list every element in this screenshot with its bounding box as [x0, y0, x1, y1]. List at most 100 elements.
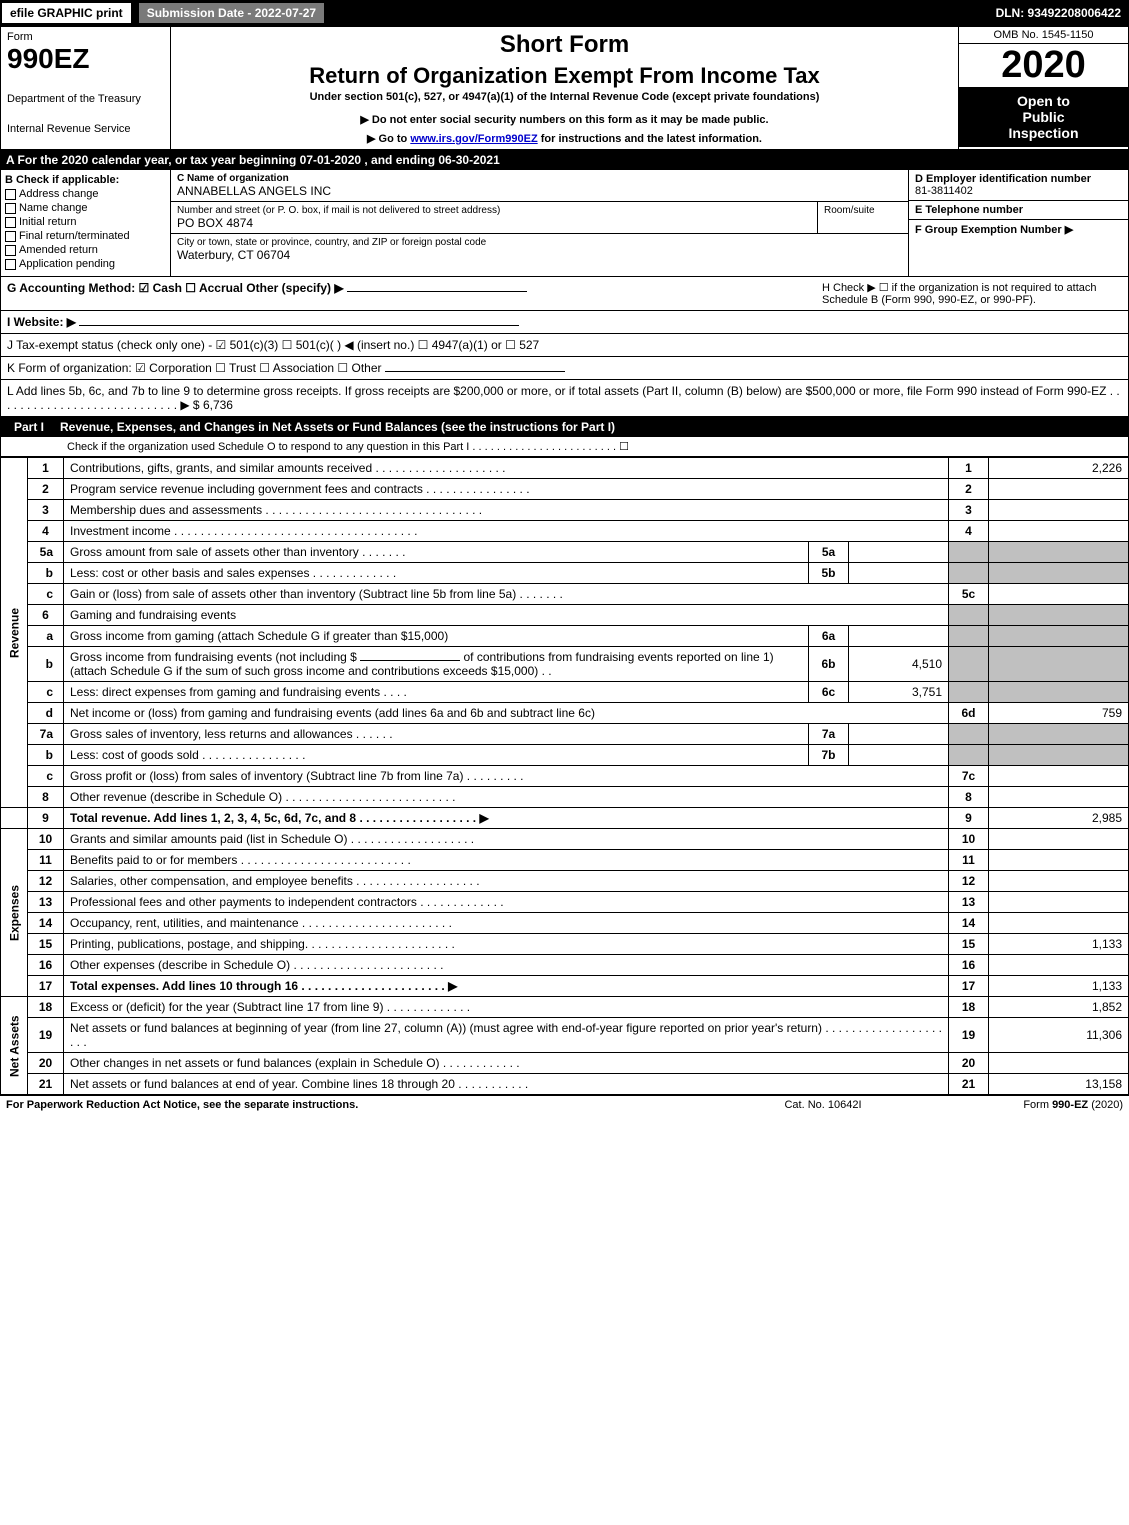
group-exemption-cell: F Group Exemption Number ▶ — [909, 220, 1128, 276]
chk-amended-return[interactable]: Amended return — [5, 244, 166, 256]
open-line1: Open to — [965, 93, 1122, 109]
line-16: 16Other expenses (describe in Schedule O… — [1, 955, 1129, 976]
room-suite-cell: Room/suite — [818, 202, 908, 233]
line-7c: c Gross profit or (loss) from sales of i… — [1, 766, 1129, 787]
org-name-cell: C Name of organization ANNABELLAS ANGELS… — [171, 170, 908, 202]
part1-header: Part I Revenue, Expenses, and Changes in… — [0, 417, 1129, 437]
paperwork-notice: For Paperwork Reduction Act Notice, see … — [6, 1099, 723, 1111]
accounting-method: G Accounting Method: ☑ Cash ☐ Accrual Ot… — [7, 281, 822, 306]
line-6c: c Less: direct expenses from gaming and … — [1, 682, 1129, 703]
g-label: G Accounting Method: ☑ Cash ☐ Accrual Ot… — [7, 281, 344, 295]
form-number: 990EZ — [7, 43, 164, 75]
l1-desc: Contributions, gifts, grants, and simila… — [64, 458, 949, 479]
short-form-title: Short Form — [175, 31, 954, 59]
line-11: 11Benefits paid to or for members . . . … — [1, 850, 1129, 871]
line-5c: c Gain or (loss) from sale of assets oth… — [1, 584, 1129, 605]
tax-period-bar: A For the 2020 calendar year, or tax yea… — [0, 150, 1129, 170]
l1-ref: 1 — [949, 458, 989, 479]
line-6a: a Gross income from gaming (attach Sched… — [1, 626, 1129, 647]
line-2: 2 Program service revenue including gove… — [1, 479, 1129, 500]
line-6b: b Gross income from fundraising events (… — [1, 647, 1129, 682]
org-addr-cell: Number and street (or P. O. box, if mail… — [171, 202, 818, 233]
ein-cell: D Employer identification number 81-3811… — [909, 170, 1128, 201]
chk-application-pending[interactable]: Application pending — [5, 258, 166, 270]
footer: For Paperwork Reduction Act Notice, see … — [0, 1095, 1129, 1114]
ein-label: D Employer identification number — [915, 173, 1122, 185]
netassets-side-label: Net Assets — [1, 997, 28, 1095]
row-l-text: L Add lines 5b, 6c, and 7b to line 9 to … — [7, 384, 1120, 412]
goto-note: ▶ Go to www.irs.gov/Form990EZ for instru… — [175, 132, 954, 145]
form-header-left: Form 990EZ Department of the Treasury In… — [1, 27, 171, 149]
check-o-text: Check if the organization used Schedule … — [7, 440, 629, 453]
omb-number: OMB No. 1545-1150 — [959, 27, 1128, 44]
chk-final-return[interactable]: Final return/terminated — [5, 230, 166, 242]
line-9: 9 Total revenue. Add lines 1, 2, 3, 4, 5… — [1, 808, 1129, 829]
goto-suffix: for instructions and the latest informat… — [538, 133, 762, 145]
line-18: Net Assets 18Excess or (deficit) for the… — [1, 997, 1129, 1018]
form-ref-suffix: (2020) — [1088, 1099, 1123, 1111]
tax-exempt-status: J Tax-exempt status (check only one) - ☑… — [7, 338, 539, 352]
goto-link[interactable]: www.irs.gov/Form990EZ — [410, 133, 537, 145]
line-7b: b Less: cost of goods sold . . . . . . .… — [1, 745, 1129, 766]
open-line2: Public — [965, 109, 1122, 125]
form-header-right: OMB No. 1545-1150 2020 Open to Public In… — [958, 27, 1128, 149]
return-title: Return of Organization Exempt From Incom… — [175, 63, 954, 89]
box-c: C Name of organization ANNABELLAS ANGELS… — [171, 170, 908, 276]
line-6: 6 Gaming and fundraising events — [1, 605, 1129, 626]
line-15: 15Printing, publications, postage, and s… — [1, 934, 1129, 955]
box-b: B Check if applicable: Address change Na… — [1, 170, 171, 276]
tax-year: 2020 — [959, 44, 1128, 87]
phone-label: E Telephone number — [915, 204, 1122, 216]
dln-label: DLN: 93492208006422 — [988, 3, 1129, 23]
line-7a: 7a Gross sales of inventory, less return… — [1, 724, 1129, 745]
cat-no: Cat. No. 10642I — [723, 1099, 923, 1111]
top-bar: efile GRAPHIC print Submission Date - 20… — [0, 0, 1129, 26]
line-6d: d Net income or (loss) from gaming and f… — [1, 703, 1129, 724]
part1-table: Revenue 1 Contributions, gifts, grants, … — [0, 457, 1129, 1095]
website-label: I Website: ▶ — [7, 315, 76, 329]
submission-date: Submission Date - 2022-07-27 — [137, 1, 326, 25]
form-ref-bold: 990-EZ — [1052, 1099, 1088, 1111]
chk-address-change[interactable]: Address change — [5, 188, 166, 200]
form-header-center: Short Form Return of Organization Exempt… — [171, 27, 958, 149]
l1-val: 2,226 — [989, 458, 1129, 479]
part1-label: Part I — [6, 420, 52, 434]
dept-treasury: Department of the Treasury — [7, 93, 164, 105]
revenue-side-label: Revenue — [1, 458, 28, 808]
org-city: Waterbury, CT 06704 — [177, 248, 902, 262]
row-l: L Add lines 5b, 6c, and 7b to line 9 to … — [0, 380, 1129, 417]
line-19: 19Net assets or fund balances at beginni… — [1, 1018, 1129, 1053]
chk-initial-return[interactable]: Initial return — [5, 216, 166, 228]
chk-name-change[interactable]: Name change — [5, 202, 166, 214]
line-5b: b Less: cost or other basis and sales ex… — [1, 563, 1129, 584]
org-name-label: C Name of organization — [177, 173, 902, 184]
line-21: 21Net assets or fund balances at end of … — [1, 1074, 1129, 1095]
goto-prefix: ▶ Go to — [367, 133, 410, 145]
line-4: 4 Investment income . . . . . . . . . . … — [1, 521, 1129, 542]
dept-irs: Internal Revenue Service — [7, 123, 164, 135]
row-g-h: G Accounting Method: ☑ Cash ☐ Accrual Ot… — [0, 277, 1129, 311]
org-addr-row: Number and street (or P. O. box, if mail… — [171, 202, 908, 234]
l6b-desc1: Gross income from fundraising events (no… — [70, 650, 357, 664]
form-ref-prefix: Form — [1023, 1099, 1052, 1111]
h-check: H Check ▶ ☐ if the organization is not r… — [822, 281, 1122, 306]
l17-desc: Total expenses. Add lines 10 through 16 … — [70, 979, 457, 993]
box-b-title: B Check if applicable: — [5, 174, 166, 186]
form-header: Form 990EZ Department of the Treasury In… — [0, 26, 1129, 150]
line-17: 17Total expenses. Add lines 10 through 1… — [1, 976, 1129, 997]
line-5a: 5a Gross amount from sale of assets othe… — [1, 542, 1129, 563]
line-20: 20Other changes in net assets or fund ba… — [1, 1053, 1129, 1074]
l1-num: 1 — [28, 458, 64, 479]
row-l-amount: 6,736 — [203, 398, 233, 412]
city-label: City or town, state or province, country… — [177, 237, 902, 248]
open-line3: Inspection — [965, 125, 1122, 141]
org-city-cell: City or town, state or province, country… — [171, 234, 908, 265]
addr-label: Number and street (or P. O. box, if mail… — [177, 205, 811, 216]
form-word: Form — [7, 31, 164, 43]
part1-check-o: Check if the organization used Schedule … — [0, 437, 1129, 457]
line-8: 8 Other revenue (describe in Schedule O)… — [1, 787, 1129, 808]
form-of-org: K Form of organization: ☑ Corporation ☐ … — [7, 361, 382, 375]
line-13: 13Professional fees and other payments t… — [1, 892, 1129, 913]
section-note: Under section 501(c), 527, or 4947(a)(1)… — [175, 91, 954, 103]
efile-print-label[interactable]: efile GRAPHIC print — [0, 1, 133, 25]
